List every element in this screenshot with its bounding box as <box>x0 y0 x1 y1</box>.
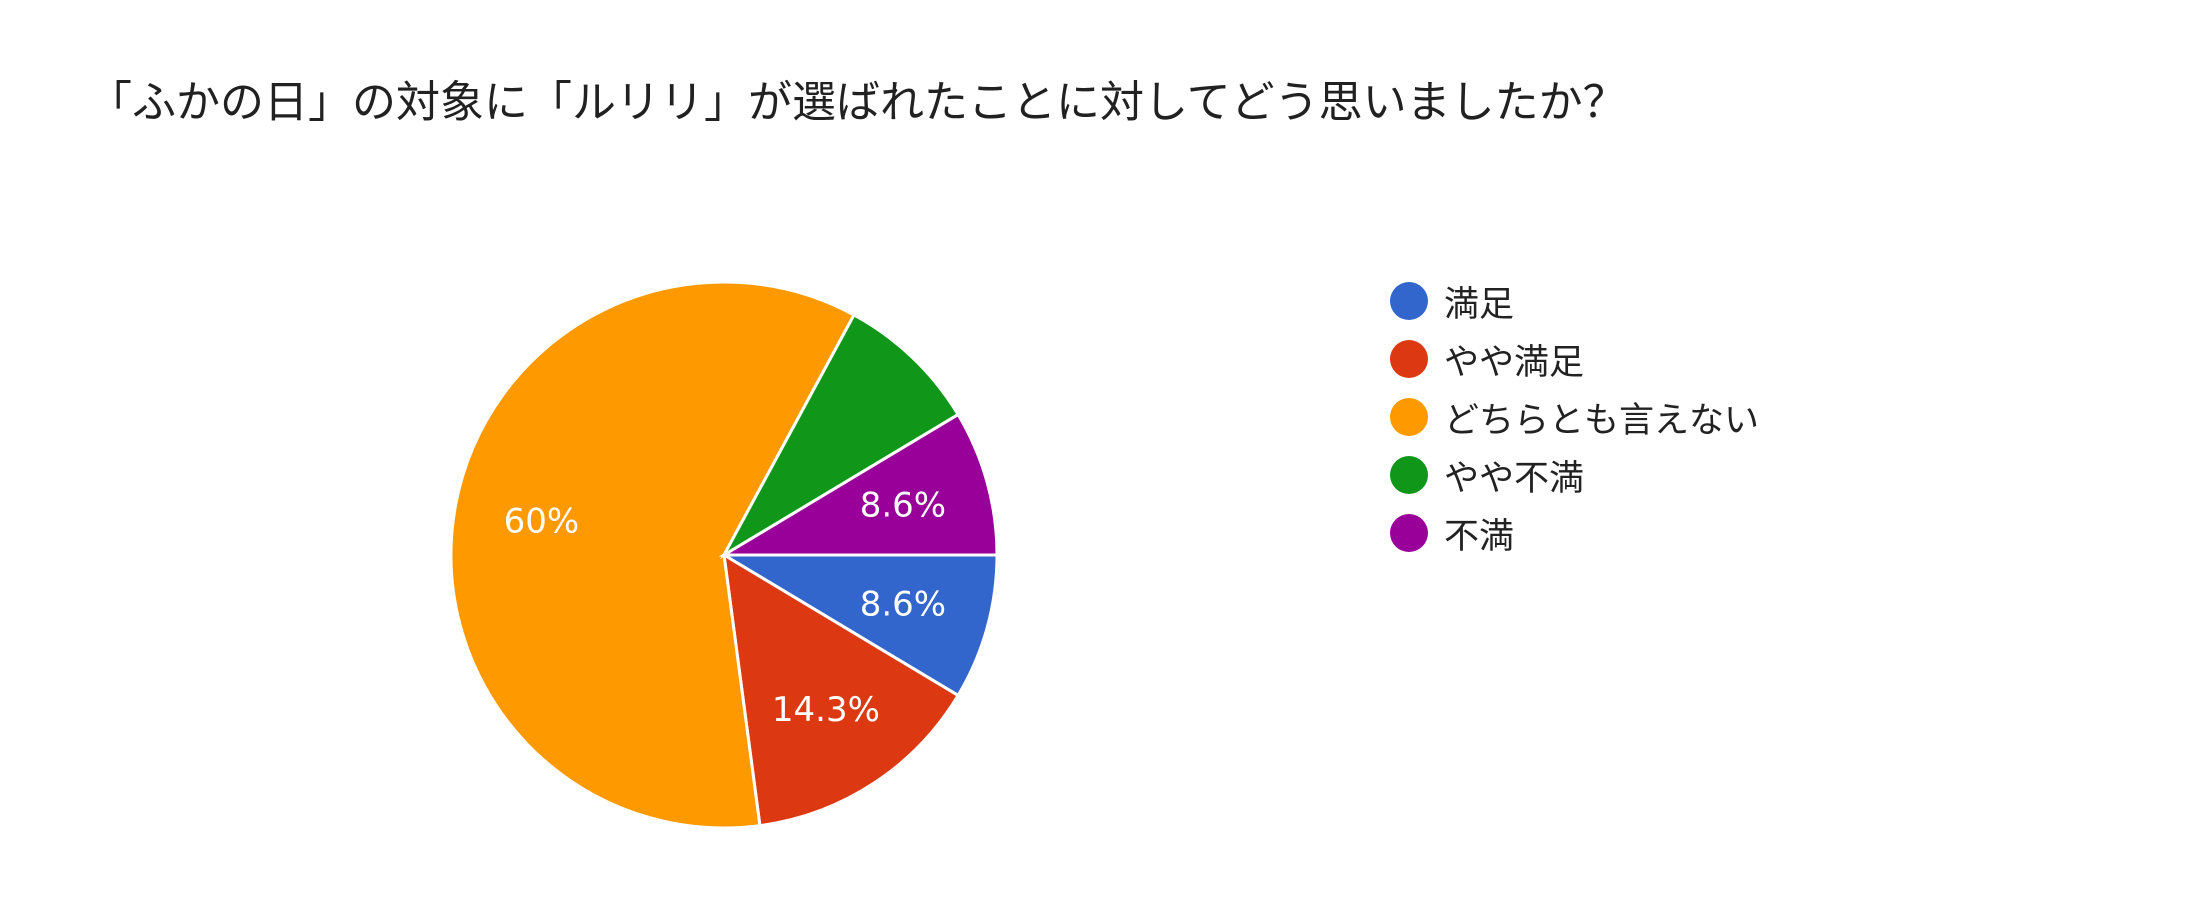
legend-label: やや不満 <box>1444 458 1585 499</box>
chart-legend: 満足やや満足どちらとも言えない やや不満不満 <box>1390 272 1759 562</box>
pie-slice-label-0: 8.6% <box>860 585 946 625</box>
legend-label: 不満 <box>1444 516 1515 557</box>
legend-item-3: やや不満 <box>1390 446 1759 504</box>
legend-label: やや満足 <box>1444 342 1585 383</box>
legend-item-0: 満足 <box>1390 272 1759 330</box>
pie-slice-0 <box>718 553 999 698</box>
pie-slice-2 <box>449 280 857 830</box>
legend-label: 満足 <box>1444 284 1515 325</box>
legend-item-4: 不満 <box>1390 504 1759 562</box>
legend-label: どちらとも言えない <box>1444 400 1760 441</box>
pie-slice-label-4: 8.6% <box>860 485 946 525</box>
legend-swatch-icon <box>1390 398 1428 436</box>
legend-swatch-icon <box>1390 514 1428 552</box>
pie-slice-4 <box>718 412 999 557</box>
chart-title: 「ふかの日」の対象に「ルリリ」が選ばれたことに対してどう思いましたか？ <box>88 77 1627 128</box>
pie-slice-label-2: 60% <box>504 501 580 541</box>
pie-slice-1 <box>722 552 961 828</box>
legend-item-1: やや満足 <box>1390 330 1759 388</box>
legend-item-2: どちらとも言えない <box>1390 388 1759 446</box>
legend-swatch-icon <box>1390 282 1428 320</box>
legend-swatch-icon <box>1390 456 1428 494</box>
pie-slice-label-1: 14.3% <box>772 690 880 730</box>
pie-slice-3 <box>720 312 961 560</box>
legend-swatch-icon <box>1390 340 1428 378</box>
